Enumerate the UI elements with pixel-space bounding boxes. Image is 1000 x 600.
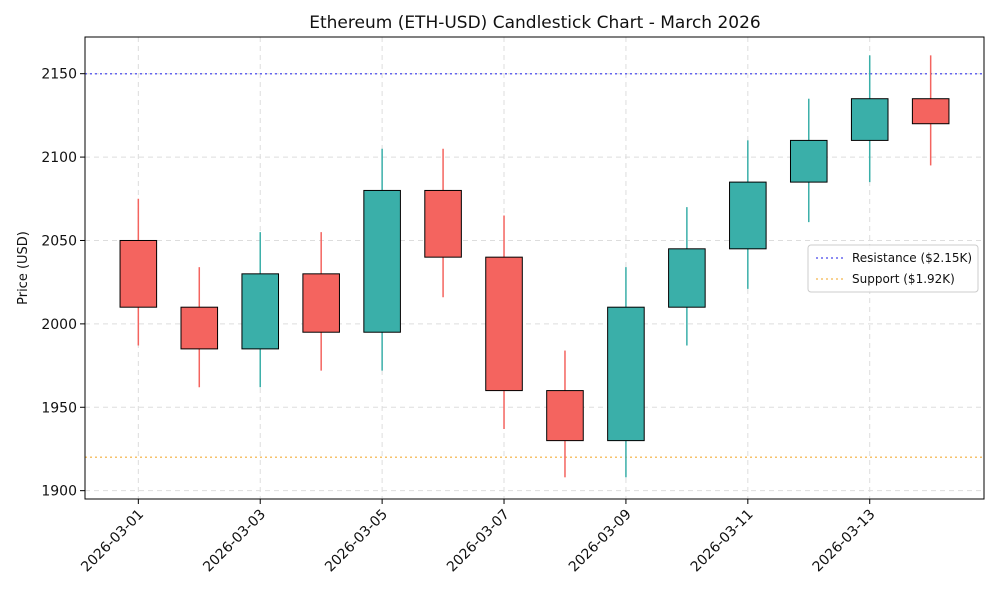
candle-body	[363, 189, 401, 333]
y-tick-label: 1950	[41, 400, 77, 416]
candle-body	[729, 181, 767, 250]
x-tick-label: 2026-03-05	[322, 507, 391, 576]
y-tick-label: 2000	[41, 317, 77, 333]
candle-body	[789, 139, 828, 183]
x-tick-label: 2026-03-13	[810, 507, 879, 576]
y-tick-label: 2150	[41, 67, 77, 83]
legend-label: Support ($1.92K)	[852, 272, 955, 286]
legend: Resistance ($2.15K) Support ($1.92K)	[807, 244, 979, 293]
candle-body	[485, 256, 523, 392]
y-tick-label: 2100	[41, 150, 77, 166]
candle-body	[850, 98, 889, 141]
chart-title: Ethereum (ETH-USD) Candlestick Chart - M…	[309, 13, 761, 33]
y-tick-label: 2050	[41, 233, 77, 249]
x-tick-label: 2026-03-01	[78, 507, 147, 576]
candle-body	[424, 189, 462, 258]
candle-body	[546, 390, 584, 442]
candle-body	[607, 306, 645, 442]
candle-body	[302, 273, 340, 333]
plot-frame	[84, 36, 985, 500]
x-tick-label: 2026-03-09	[566, 507, 635, 576]
y-tick-label: 1900	[41, 484, 77, 500]
legend-box	[807, 244, 979, 293]
candles-layer	[119, 55, 950, 478]
candle-body	[668, 248, 706, 308]
candle-body	[119, 239, 158, 308]
x-tick-label: 2026-03-11	[688, 507, 757, 576]
candle-body	[911, 98, 950, 125]
y-axis-label: Price (USD)	[16, 231, 31, 305]
x-tick-label: 2026-03-07	[444, 507, 513, 576]
candle-body	[180, 306, 219, 350]
x-tick-label: 2026-03-03	[200, 507, 269, 576]
candle-body	[241, 273, 280, 350]
legend-label: Resistance ($2.15K)	[852, 251, 972, 265]
